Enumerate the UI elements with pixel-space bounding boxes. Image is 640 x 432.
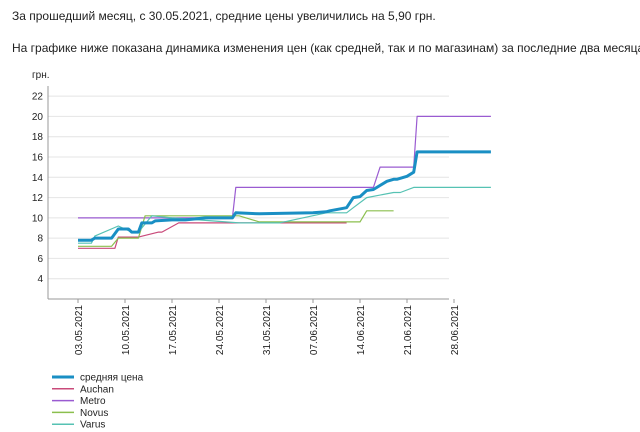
series-line-novus <box>78 210 394 247</box>
y-tick-label: 20 <box>32 112 44 123</box>
intro-text: За прошедший месяц, с 30.05.2021, средни… <box>12 9 436 23</box>
y-tick-label: 22 <box>32 92 44 103</box>
series-line-average <box>78 150 491 242</box>
x-tick-label: 03.05.2021 <box>74 305 85 355</box>
legend-label: Auchan <box>80 384 114 395</box>
x-tick-label: 17.05.2021 <box>168 305 179 355</box>
series-line-auchan <box>78 222 347 249</box>
y-axis-unit: грн. <box>32 70 50 81</box>
chart-series <box>78 115 491 249</box>
legend-label: Novus <box>80 408 108 419</box>
y-tick-label: 10 <box>32 213 44 224</box>
x-tick-label: 24.05.2021 <box>215 305 226 355</box>
legend-label: Varus <box>80 420 105 431</box>
series-line-metro <box>78 115 491 219</box>
chart-description: На графике ниже показана динамика измене… <box>12 41 640 55</box>
y-tick-label: 18 <box>32 132 44 143</box>
x-tick-label: 21.06.2021 <box>403 305 414 355</box>
x-tick-label: 31.05.2021 <box>262 305 273 355</box>
y-tick-label: 8 <box>37 234 43 245</box>
y-tick-label: 12 <box>32 193 44 204</box>
series-line-varus <box>78 186 491 244</box>
y-tick-label: 6 <box>37 254 43 265</box>
chart-grid <box>48 95 449 280</box>
y-tick-label: 14 <box>32 173 44 184</box>
x-tick-label: 07.06.2021 <box>309 305 320 355</box>
legend-label: Metro <box>80 396 106 407</box>
y-tick-label: 16 <box>32 153 44 164</box>
x-tick-label: 10.05.2021 <box>121 305 132 355</box>
chart-axes: 4 6 8 10 12 14 16 18 20 22 грн. 03.05.2021 10.05.202… <box>32 70 461 355</box>
y-tick-label: 4 <box>37 274 43 285</box>
x-tick-label: 14.06.2021 <box>356 305 367 355</box>
x-tick-label: 28.06.2021 <box>450 305 461 355</box>
legend-label: средняя цена <box>80 373 144 384</box>
